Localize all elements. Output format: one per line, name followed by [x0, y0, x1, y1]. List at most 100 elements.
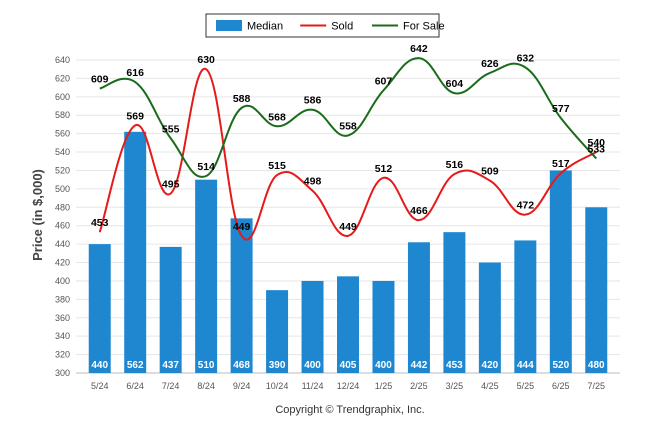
median-bar-label: 437 — [162, 360, 179, 371]
y-tick-label: 440 — [55, 239, 70, 249]
for-sale-data-label: 609 — [91, 74, 109, 86]
median-bar-label: 420 — [482, 360, 499, 371]
legend-label-for-sale: For Sale — [403, 21, 445, 33]
for-sale-line — [99, 57, 598, 178]
median-bars — [88, 131, 608, 373]
x-tick-label: 11/24 — [302, 381, 324, 391]
y-tick-label: 540 — [55, 147, 70, 157]
y-tick-label: 320 — [55, 350, 70, 360]
median-bar — [585, 207, 608, 373]
median-bar-label: 440 — [91, 360, 108, 371]
sold-data-label: 630 — [197, 54, 215, 66]
sold-data-label: 495 — [162, 178, 180, 190]
for-sale-data-label: 642 — [410, 43, 428, 55]
for-sale-data-label: 604 — [446, 78, 464, 90]
sold-data-label: 449 — [233, 221, 251, 233]
x-tick-label: 7/24 — [162, 381, 180, 391]
x-tick-label: 8/24 — [197, 381, 215, 391]
for-sale-data-label: 558 — [339, 120, 357, 132]
y-tick-label: 520 — [55, 165, 70, 175]
legend: Median Sold For Sale — [205, 13, 445, 38]
sold-data-label: 569 — [126, 110, 144, 122]
median-bar — [195, 179, 218, 373]
median-bar-label: 453 — [446, 360, 463, 371]
median-bar-label: 400 — [304, 360, 321, 371]
median-bar — [407, 242, 430, 373]
median-bar-label: 405 — [340, 360, 357, 371]
median-bar-labels: 440 562 437 510 468 390 400 405 400 442 453 420 444 5… — [91, 360, 605, 371]
y-tick-label: 560 — [55, 129, 70, 139]
x-tick-label: 9/24 — [233, 381, 251, 391]
for-sale-data-label: 577 — [552, 103, 570, 115]
sold-data-label: 516 — [446, 159, 464, 171]
x-tick-label: 6/25 — [552, 381, 570, 391]
sold-data-label: 466 — [410, 205, 428, 217]
median-bar-label: 510 — [198, 360, 215, 371]
median-bar — [124, 131, 147, 373]
median-bar — [266, 290, 289, 373]
legend-label-sold: Sold — [331, 21, 353, 33]
for-sale-data-label: 514 — [197, 161, 215, 173]
median-bar — [301, 280, 324, 373]
median-bar-label: 390 — [269, 360, 286, 371]
median-bar — [372, 280, 395, 373]
y-tick-label: 300 — [55, 368, 70, 378]
x-tick-label: 12/24 — [337, 381, 360, 391]
y-tick-label: 600 — [55, 92, 70, 102]
x-tick-label: 1/25 — [375, 381, 393, 391]
median-bar-label: 442 — [411, 360, 428, 371]
x-tick-label: 4/25 — [481, 381, 499, 391]
x-axis-ticks: 5/24 6/24 7/24 8/24 9/24 10/24 11/24 12/24 1/25 2… — [91, 381, 605, 391]
sold-data-label: 540 — [588, 137, 606, 149]
median-bar-label: 400 — [375, 360, 392, 371]
x-tick-label: 5/25 — [517, 381, 535, 391]
sold-data-label: 498 — [304, 176, 322, 188]
sold-line — [98, 68, 597, 241]
x-tick-label: 3/25 — [446, 381, 464, 391]
median-bar-label: 468 — [233, 360, 250, 371]
for-sale-data-label: 533 — [588, 144, 606, 156]
for-sale-data-label: 616 — [126, 67, 144, 79]
x-tick-label: 2/25 — [410, 381, 428, 391]
sold-data-label: 472 — [517, 200, 535, 212]
copyright-text: Copyright © Trendgraphix, Inc. — [275, 404, 424, 416]
x-tick-label: 7/25 — [588, 381, 606, 391]
median-bar-label: 562 — [127, 360, 144, 371]
median-bar-label: 520 — [552, 360, 569, 371]
y-tick-label: 480 — [55, 202, 70, 212]
sold-data-label: 517 — [552, 158, 570, 170]
for-sale-data-label: 586 — [304, 95, 322, 107]
y-tick-label: 580 — [55, 110, 70, 120]
median-bar — [514, 240, 537, 373]
y-tick-label: 360 — [55, 313, 70, 323]
y-tick-label: 380 — [55, 294, 70, 304]
sold-data-label: 515 — [268, 160, 286, 172]
for-sale-data-label: 632 — [517, 52, 535, 64]
y-tick-label: 420 — [55, 258, 70, 268]
line-data-labels: 453 569 495 630 449 515 498 449 512 466 516 509 472 5… — [91, 43, 605, 233]
legend-label-median: Median — [247, 21, 283, 33]
legend-swatch-median — [216, 20, 242, 31]
for-sale-data-label: 607 — [375, 75, 393, 87]
for-sale-data-label: 588 — [233, 93, 251, 105]
y-tick-label: 400 — [55, 276, 70, 286]
y-tick-label: 340 — [55, 331, 70, 341]
y-tick-label: 640 — [55, 55, 70, 65]
median-bar — [337, 276, 359, 373]
sold-data-label: 449 — [339, 221, 357, 233]
median-bar — [478, 262, 501, 373]
for-sale-data-label: 568 — [268, 111, 286, 123]
median-bar — [230, 218, 253, 373]
y-axis-label: Price (in $,000) — [30, 169, 45, 261]
sold-data-label: 512 — [375, 163, 393, 175]
y-tick-label: 620 — [55, 73, 70, 83]
median-bar — [159, 246, 182, 373]
median-bar — [443, 232, 466, 373]
y-axis-ticks: 300 320 340 360 380 400 420 440 460 480 500 520 540 5… — [55, 55, 70, 378]
y-tick-label: 500 — [55, 184, 70, 194]
x-tick-label: 5/24 — [91, 381, 109, 391]
series-lines — [98, 57, 598, 241]
sold-data-label: 509 — [481, 166, 499, 178]
median-bar — [549, 170, 572, 373]
